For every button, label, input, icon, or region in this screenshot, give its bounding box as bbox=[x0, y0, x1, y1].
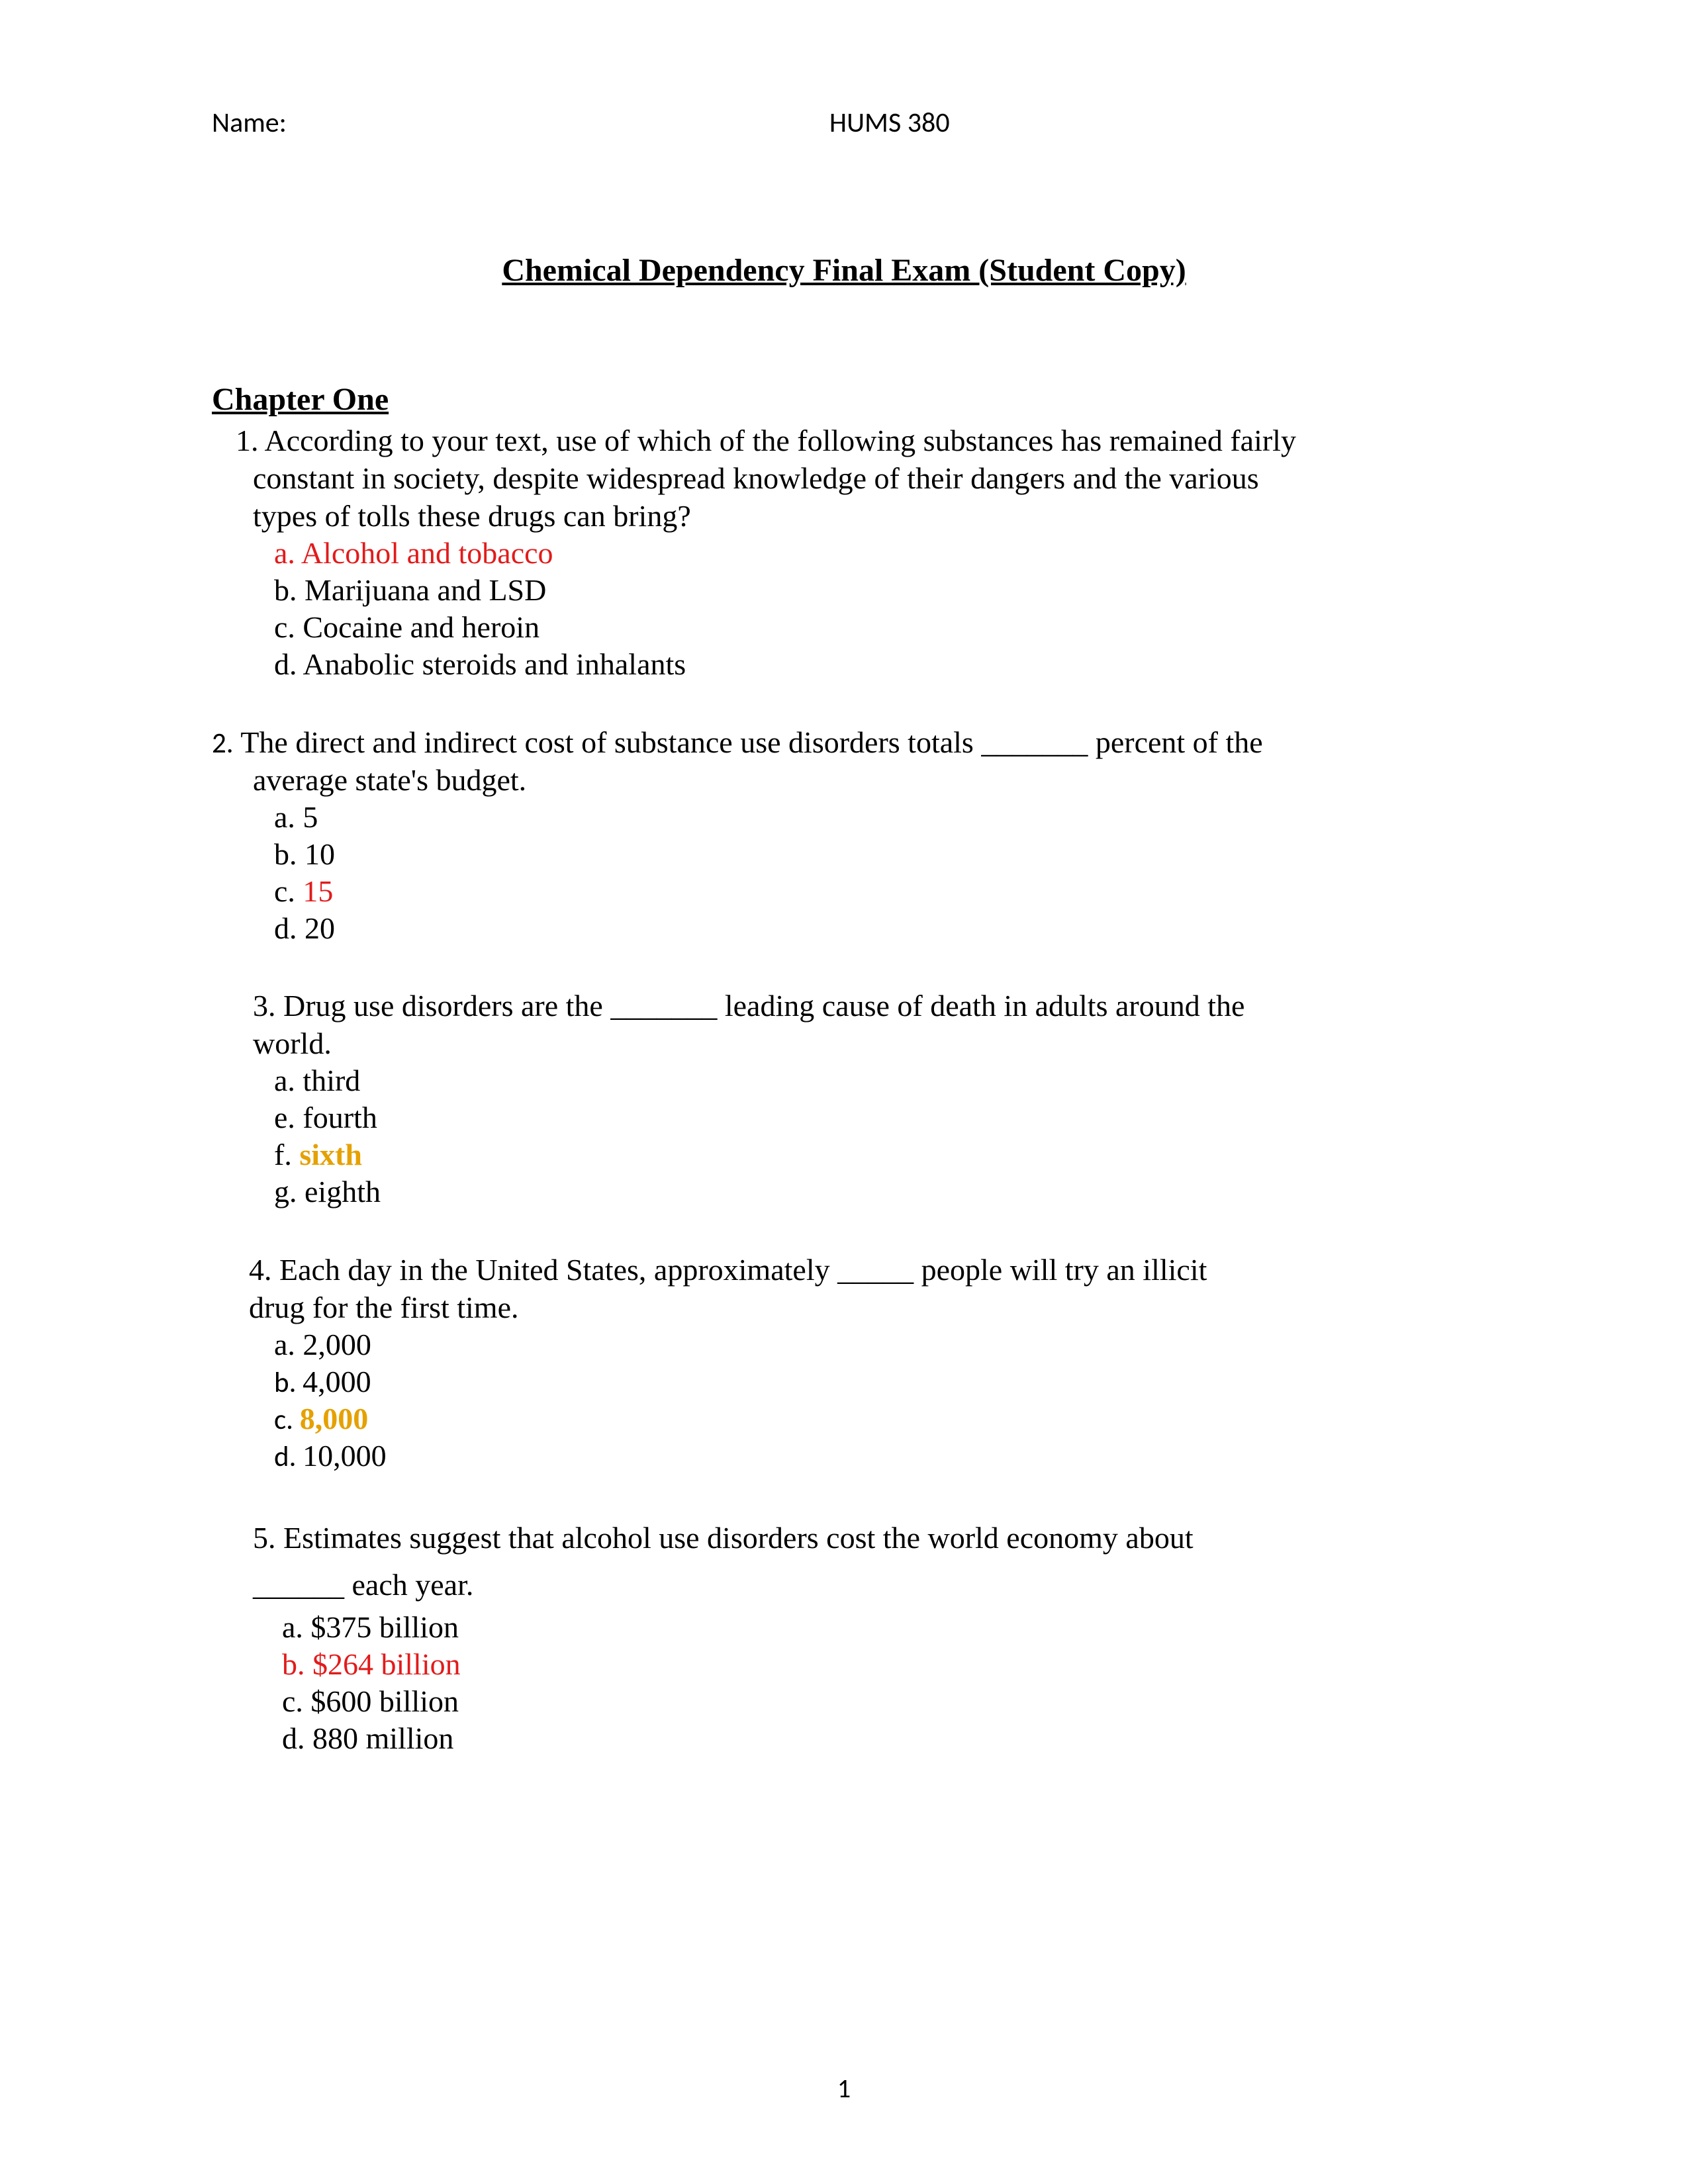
q4-opt-a: a. 2,000 bbox=[274, 1326, 1476, 1363]
q4-c-ans: 8,000 bbox=[300, 1402, 369, 1435]
q2-opt-d: d. 20 bbox=[274, 910, 1476, 947]
q2-opt-c: c. 15 bbox=[274, 873, 1476, 910]
q5-stem-l2: ______ each year. bbox=[212, 1561, 1476, 1608]
q4-d-pre: d. bbox=[274, 1439, 303, 1474]
q4-d-val: 10,000 bbox=[303, 1439, 387, 1473]
chapter-heading: Chapter One bbox=[212, 381, 1476, 418]
q1-opt-d: d. Anabolic steroids and inhalants bbox=[274, 646, 1476, 683]
q3-opt-f: f. sixth bbox=[274, 1136, 1476, 1173]
q2-opt-a: a. 5 bbox=[274, 799, 1476, 836]
q3-f-pre: f. bbox=[274, 1138, 299, 1171]
course-code: HUMS 380 bbox=[829, 106, 950, 140]
q3-stem-l2: world. bbox=[212, 1024, 1476, 1062]
q3-opt-e: e. fourth bbox=[274, 1099, 1476, 1136]
exam-page: Name: HUMS 380 Chemical Dependency Final… bbox=[0, 0, 1688, 2184]
header-row: Name: HUMS 380 bbox=[212, 106, 1476, 140]
q4-opt-d: d. 10,000 bbox=[274, 1437, 1476, 1475]
q4-stem-l1: 4. Each day in the United States, approx… bbox=[212, 1251, 1476, 1289]
question-5: 5. Estimates suggest that alcohol use di… bbox=[212, 1514, 1476, 1757]
q4-b-val: 4,000 bbox=[303, 1365, 371, 1398]
q4-opt-b: b. 4,000 bbox=[274, 1363, 1476, 1400]
q2-c-ans: 15 bbox=[303, 874, 333, 908]
q2-c-pre: c. bbox=[274, 874, 303, 908]
q3-stem-l1: 3. Drug use disorders are the _______ le… bbox=[212, 987, 1476, 1024]
q4-stem-l2: drug for the first time. bbox=[212, 1289, 1476, 1326]
q5-opt-c: c. $600 billion bbox=[282, 1683, 1476, 1720]
q1-stem: 1. According to your text, use of which … bbox=[212, 422, 1476, 459]
q2-opt-b: b. 10 bbox=[274, 836, 1476, 873]
q5-opt-b: b. $264 billion bbox=[282, 1646, 1476, 1683]
question-4: 4. Each day in the United States, approx… bbox=[212, 1251, 1476, 1475]
q5-opt-d: d. 880 million bbox=[282, 1720, 1476, 1757]
name-label: Name: bbox=[212, 106, 287, 140]
q2-stem-l2: average state's budget. bbox=[212, 761, 1476, 799]
q1-opt-b: b. Marijuana and LSD bbox=[274, 572, 1476, 609]
q1-opt-a: a. Alcohol and tobacco bbox=[274, 535, 1476, 572]
q1-stem-l1: According to your text, use of which of … bbox=[264, 424, 1295, 457]
q3-f-ans: sixth bbox=[299, 1138, 362, 1171]
q4-c-pre: c. bbox=[274, 1402, 300, 1437]
q3-opt-g: g. eighth bbox=[274, 1173, 1476, 1210]
q1-stem-l2: constant in society, despite widespread … bbox=[212, 459, 1476, 497]
question-1: 1. According to your text, use of which … bbox=[212, 422, 1476, 684]
exam-title: Chemical Dependency Final Exam (Student … bbox=[212, 252, 1476, 289]
q3-opt-a: a. third bbox=[274, 1062, 1476, 1099]
q5-opt-a: a. $375 billion bbox=[282, 1609, 1476, 1646]
q1-num: 1. bbox=[236, 424, 259, 457]
q4-opt-c: c. 8,000 bbox=[274, 1400, 1476, 1437]
question-3: 3. Drug use disorders are the _______ le… bbox=[212, 987, 1476, 1211]
page-number: 1 bbox=[0, 2072, 1688, 2105]
q1-opt-c: c. Cocaine and heroin bbox=[274, 609, 1476, 646]
q1-stem-l3: types of tolls these drugs can bring? bbox=[212, 497, 1476, 535]
q5-stem-l1: 5. Estimates suggest that alcohol use di… bbox=[212, 1514, 1476, 1561]
q2-num: 2. bbox=[212, 725, 234, 760]
q2-stem-l1: The direct and indirect cost of substanc… bbox=[240, 725, 1262, 759]
question-2: 2. The direct and indirect cost of subst… bbox=[212, 723, 1476, 948]
q4-b-pre: b. bbox=[274, 1365, 303, 1400]
